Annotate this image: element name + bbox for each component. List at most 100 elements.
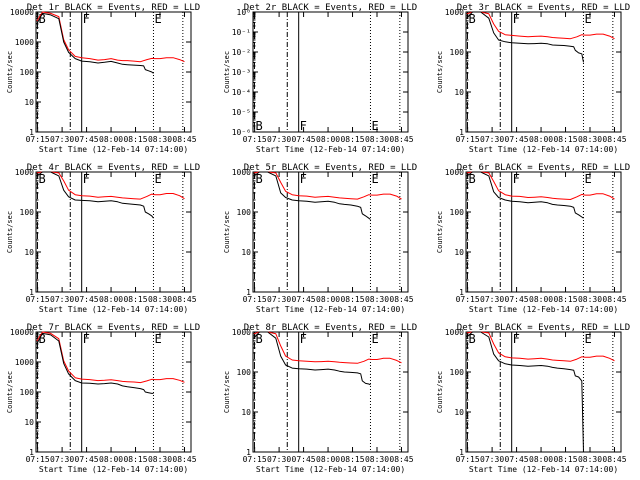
y-tick-label: 100 (20, 68, 35, 77)
lld-series-line (466, 11, 615, 40)
lld-series-line (466, 331, 615, 362)
time-marker-label: F (513, 12, 520, 26)
events-series-line (466, 171, 584, 219)
y-tick-label: 1000 (445, 168, 464, 177)
x-axis-label: Start Time (12-Feb-14 07:14:00) (39, 145, 188, 154)
y-tick-label: 100 (20, 208, 35, 217)
x-tick-label: 08:15 (340, 455, 364, 464)
time-marker-label: F (300, 119, 307, 133)
panel-title: Det 6r BLACK = Events, RED = LLD (457, 163, 630, 173)
plot-frame (35, 171, 192, 293)
detector-panel-7: Det 7r BLACK = Events, RED = LLD 1 10 100 10… (6, 323, 200, 474)
x-tick-label: 07:15 (26, 455, 50, 464)
x-tick-label: 08:00 (316, 295, 340, 304)
time-marker-label: E (154, 332, 161, 346)
y-tick-label: 10⁻⁴ (232, 88, 251, 97)
y-axis-label: Counts/sec (436, 51, 444, 93)
y-tick-label: 100 (237, 368, 252, 377)
x-axis-label: Start Time (12-Feb-14 07:14:00) (256, 145, 405, 154)
x-tick-label: 07:30 (267, 455, 291, 464)
y-tick-label: 10⁻⁵ (232, 108, 251, 117)
x-axis-label: Start Time (12-Feb-14 07:14:00) (39, 305, 188, 314)
time-marker-label: E (154, 172, 161, 186)
y-tick-label: 1 (459, 448, 464, 457)
x-axis-label: Start Time (12-Feb-14 07:14:00) (469, 465, 618, 474)
time-marker-label: B (468, 332, 475, 346)
events-series-line (253, 331, 371, 386)
y-tick-label: 1 (29, 128, 34, 137)
y-tick-label: 1000 (232, 168, 251, 177)
lld-series-line (36, 331, 185, 384)
y-axis-label: Counts/sec (436, 371, 444, 413)
x-tick-label: 07:45 (75, 135, 99, 144)
y-tick-label: 100 (450, 368, 465, 377)
x-tick-label: 07:15 (243, 135, 267, 144)
x-tick-label: 08:30 (365, 295, 389, 304)
x-tick-label: 07:30 (480, 455, 504, 464)
y-axis-label: Counts/sec (223, 211, 231, 253)
x-tick-label: 07:15 (456, 135, 480, 144)
time-marker-label: B (255, 332, 262, 346)
y-tick-label: 10⁻³ (232, 68, 251, 77)
y-axis-label: Counts/sec (223, 371, 231, 413)
time-marker-label: B (255, 119, 262, 133)
x-tick-label: 08:15 (123, 295, 147, 304)
x-tick-label: 08:45 (389, 135, 413, 144)
x-axis-label: Start Time (12-Feb-14 07:14:00) (469, 305, 618, 314)
x-tick-label: 08:00 (316, 455, 340, 464)
y-tick-label: 1000 (15, 168, 34, 177)
y-tick-label: 10 (241, 248, 251, 257)
y-tick-label: 10 (454, 248, 464, 257)
x-tick-label: 07:30 (267, 295, 291, 304)
x-tick-label: 08:00 (529, 135, 553, 144)
panel-title: Det 5r BLACK = Events, RED = LLD (244, 163, 417, 173)
plot-frame (465, 171, 622, 293)
y-tick-label: 10 (454, 408, 464, 417)
panel-title: Det 7r BLACK = Events, RED = LLD (27, 323, 200, 333)
x-tick-label: 08:30 (148, 135, 172, 144)
events-series-line (253, 171, 371, 220)
y-tick-label: 1000 (445, 8, 464, 17)
y-tick-label: 10⁻⁶ (232, 128, 251, 137)
x-tick-label: 08:15 (340, 135, 364, 144)
lld-series-line (253, 171, 402, 200)
x-tick-label: 07:45 (292, 135, 316, 144)
events-series-line (36, 12, 154, 74)
time-marker-label: B (468, 12, 475, 26)
x-tick-label: 08:45 (172, 295, 196, 304)
x-tick-label: 07:45 (505, 455, 529, 464)
x-tick-label: 08:15 (553, 135, 577, 144)
y-tick-label: 10 (24, 418, 34, 427)
x-tick-label: 08:15 (553, 295, 577, 304)
x-tick-label: 07:15 (243, 295, 267, 304)
x-tick-label: 08:00 (529, 455, 553, 464)
y-tick-label: 1000 (232, 328, 251, 337)
y-tick-label: 10 (454, 88, 464, 97)
panel-title: Det 8r BLACK = Events, RED = LLD (244, 323, 417, 333)
y-tick-label: 1 (246, 288, 251, 297)
x-tick-label: 08:15 (340, 295, 364, 304)
panel-title: Det 2r BLACK = Events, RED = LLD (244, 3, 417, 13)
time-marker-label: F (513, 332, 520, 346)
events-series-line (36, 332, 154, 394)
x-tick-label: 07:45 (505, 295, 529, 304)
x-tick-label: 08:45 (602, 295, 626, 304)
y-tick-label: 10 (24, 248, 34, 257)
time-marker-label: B (468, 172, 475, 186)
time-marker-label: F (513, 172, 520, 186)
y-tick-label: 100 (450, 48, 465, 57)
time-marker-label: E (584, 172, 591, 186)
detector-panel-6: Det 6r BLACK = Events, RED = LLD 1 10 100 10… (436, 163, 630, 314)
y-tick-label: 1 (29, 448, 34, 457)
plot-frame (252, 171, 409, 293)
x-tick-label: 07:30 (267, 135, 291, 144)
x-tick-label: 07:15 (456, 295, 480, 304)
x-tick-label: 08:00 (99, 295, 123, 304)
panel-title: Det 3r BLACK = Events, RED = LLD (457, 3, 630, 13)
y-tick-label: 10⁰ (237, 8, 251, 17)
y-tick-label: 1 (29, 288, 34, 297)
x-tick-label: 07:45 (75, 455, 99, 464)
x-axis-label: Start Time (12-Feb-14 07:14:00) (256, 465, 405, 474)
